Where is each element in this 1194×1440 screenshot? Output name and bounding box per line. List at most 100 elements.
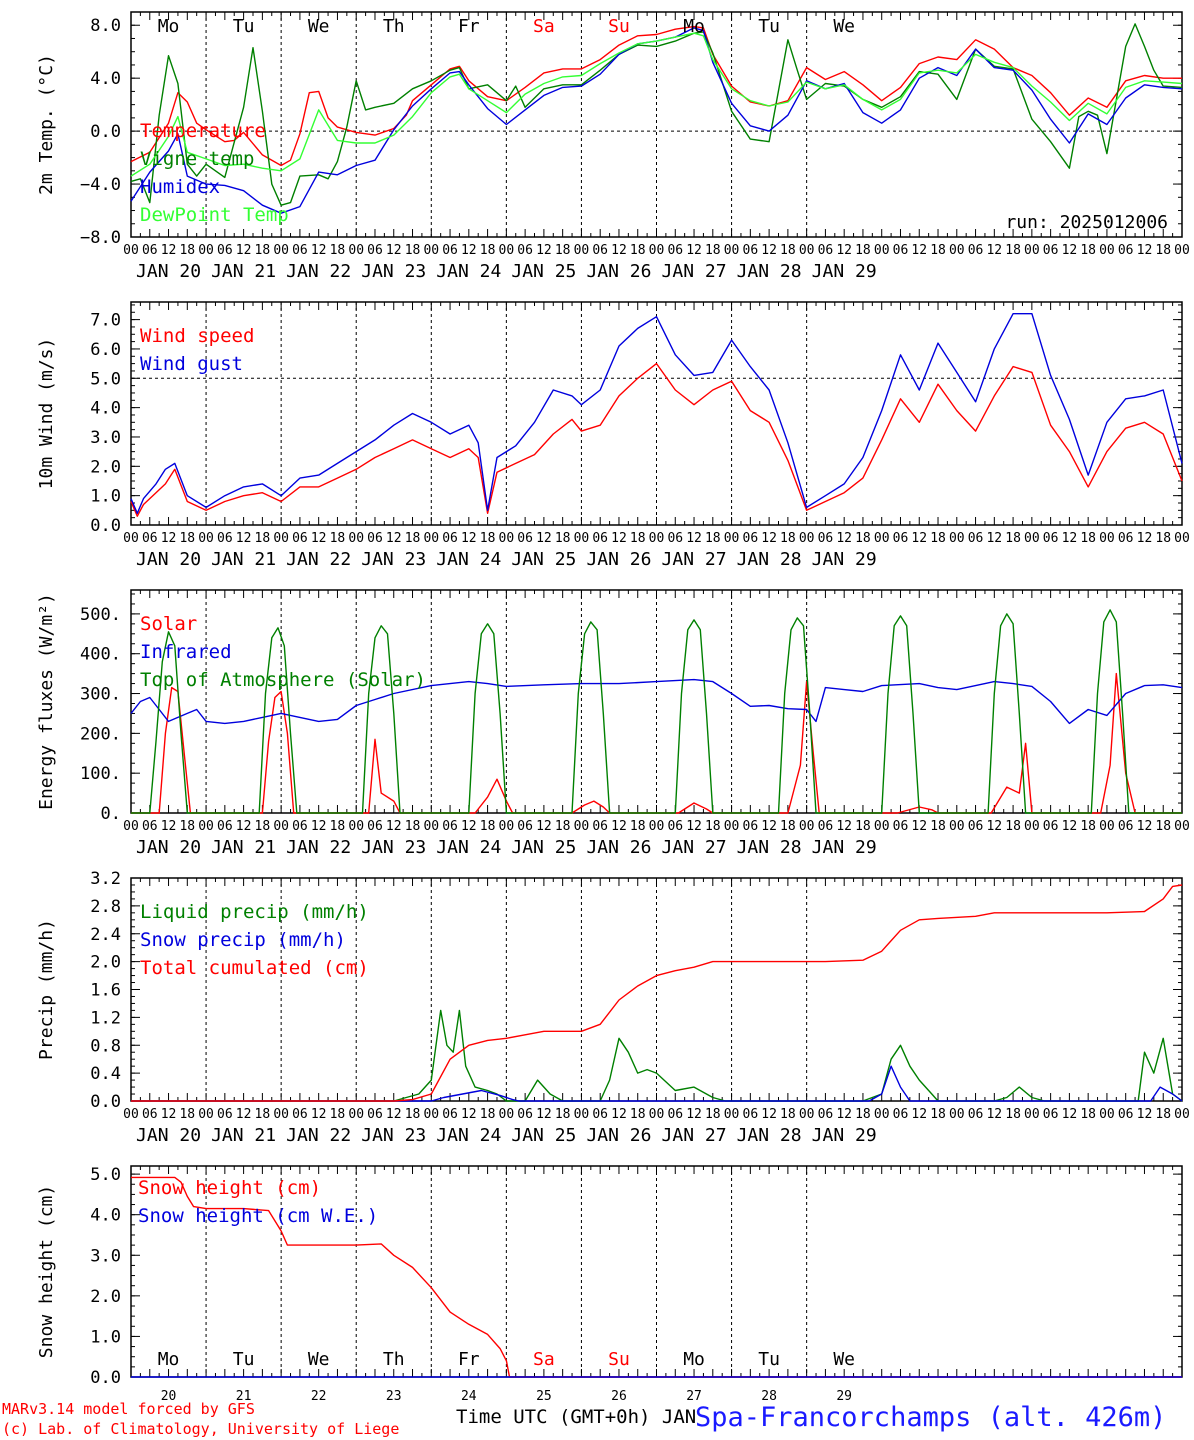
weekday-label: Th: [383, 1349, 405, 1370]
hour-tick-label: 06: [367, 531, 383, 546]
hour-tick-label: 12: [761, 531, 777, 546]
hour-tick-label: 18: [855, 243, 871, 258]
series-line-temperature: [130, 25, 1182, 167]
hour-tick-label: 12: [836, 1107, 852, 1122]
hour-tick-label: 06: [217, 243, 233, 258]
hour-tick-label: 00: [1099, 531, 1115, 546]
weekday-label: Tu: [233, 1349, 255, 1370]
hour-tick-label: 06: [818, 531, 834, 546]
hour-tick-label: 18: [330, 243, 346, 258]
legend-entry: Infrared: [140, 641, 232, 663]
hour-tick-label: 06: [1043, 1107, 1059, 1122]
hour-tick-label: 18: [630, 243, 646, 258]
date-label: JAN 21: [211, 549, 276, 570]
weekday-label: Fr: [458, 1349, 480, 1370]
series-line-liquid-precip-mm-h-: [131, 1009, 1183, 1102]
hour-tick-label: 06: [818, 1107, 834, 1122]
hour-tick-label: 18: [480, 531, 496, 546]
y-tick-label: 0.0: [90, 1092, 121, 1112]
y-axis-label: Precip (mm/h): [36, 919, 57, 1060]
date-label: JAN 21: [211, 1125, 276, 1146]
date-label: JAN 26: [586, 261, 651, 282]
hour-tick-label: 06: [968, 531, 984, 546]
hour-tick-label: 06: [743, 819, 759, 834]
hour-tick-label: 00: [724, 243, 740, 258]
date-label: JAN 29: [812, 261, 877, 282]
hour-tick-label: 12: [761, 819, 777, 834]
date-label: JAN 21: [211, 837, 276, 858]
date-label: JAN 25: [511, 837, 576, 858]
hour-tick-label: 00: [1174, 531, 1190, 546]
hour-tick-label: 18: [480, 819, 496, 834]
hour-tick-label: 12: [1137, 531, 1153, 546]
hour-tick-label: 00: [874, 531, 890, 546]
hour-tick-label: 00: [423, 531, 439, 546]
y-tick-label: 0.8: [90, 1036, 121, 1056]
hour-tick-label: 12: [236, 819, 252, 834]
hour-tick-label: 00: [724, 531, 740, 546]
y-tick-label: 4.0: [90, 399, 121, 419]
series-line-wind-speed: [130, 362, 1183, 517]
hour-tick-label: 06: [592, 531, 608, 546]
series-line-wind-gust: [130, 313, 1183, 514]
hour-tick-label: 06: [592, 819, 608, 834]
y-tick-label: 4.0: [90, 1206, 121, 1226]
hour-tick-label: 06: [592, 243, 608, 258]
station-title: Spa-Francorchamps (alt. 426m): [695, 1402, 1167, 1433]
hour-tick-label: 12: [386, 819, 402, 834]
hour-tick-label: 12: [461, 531, 477, 546]
date-label: JAN 24: [436, 261, 501, 282]
weekday-label: Mo: [683, 16, 705, 37]
date-label: JAN 28: [737, 261, 802, 282]
date-label: JAN 28: [737, 1125, 802, 1146]
hour-tick-label: 18: [405, 243, 421, 258]
date-label: JAN 24: [436, 837, 501, 858]
date-label: JAN 27: [662, 837, 727, 858]
hour-tick-label: 00: [649, 819, 665, 834]
hour-tick-label: 00: [799, 243, 815, 258]
hour-tick-label: 00: [874, 819, 890, 834]
hour-tick-label: 12: [686, 819, 702, 834]
hour-tick-label: 06: [667, 819, 683, 834]
hour-tick-label: 00: [273, 243, 289, 258]
hour-tick-label: 06: [517, 819, 533, 834]
plot-frame-2: [130, 301, 1183, 526]
y-tick-label: 4.0: [90, 69, 121, 89]
hour-tick-label: 12: [236, 531, 252, 546]
hour-tick-label: 18: [930, 531, 946, 546]
hour-tick-label: 06: [517, 243, 533, 258]
hour-tick-label: 18: [1155, 819, 1171, 834]
hour-tick-label: 00: [1024, 531, 1040, 546]
hour-tick-label: 00: [1099, 243, 1115, 258]
date-label: JAN 20: [136, 1125, 201, 1146]
hour-tick-label: 12: [836, 819, 852, 834]
hour-tick-label: 00: [874, 243, 890, 258]
x-axis-title: Time UTC (GMT+0h) JAN: [456, 1406, 697, 1428]
hour-tick-label: 12: [836, 531, 852, 546]
hour-tick-label: 00: [799, 531, 815, 546]
y-tick-label: 2.4: [90, 925, 121, 945]
hour-tick-label: 12: [911, 531, 927, 546]
date-label: JAN 23: [361, 837, 426, 858]
weekday-label: Tu: [758, 1349, 780, 1370]
hour-tick-label: 18: [1005, 243, 1021, 258]
hour-tick-label: 12: [686, 1107, 702, 1122]
date-label: JAN 24: [436, 1125, 501, 1146]
hour-tick-label: 00: [1099, 819, 1115, 834]
hour-tick-label: 00: [574, 1107, 590, 1122]
hour-tick-label: 06: [1118, 531, 1134, 546]
weekday-label: We: [833, 16, 855, 37]
series-line-total-cumulated-cm-: [131, 884, 1183, 1102]
hour-tick-label: 18: [555, 243, 571, 258]
hour-tick-label: 18: [780, 1107, 796, 1122]
hour-tick-label: 12: [161, 819, 177, 834]
y-tick-label: 5.0: [90, 1165, 121, 1185]
date-label: JAN 29: [812, 1125, 877, 1146]
weekday-label: Th: [383, 16, 405, 37]
hour-tick-label: 06: [818, 819, 834, 834]
y-tick-label: 1.0: [90, 1327, 121, 1347]
date-label: JAN 26: [586, 837, 651, 858]
hour-tick-label: 18: [179, 243, 195, 258]
day-number-label: 24: [461, 1389, 477, 1404]
hour-tick-label: 00: [1174, 243, 1190, 258]
